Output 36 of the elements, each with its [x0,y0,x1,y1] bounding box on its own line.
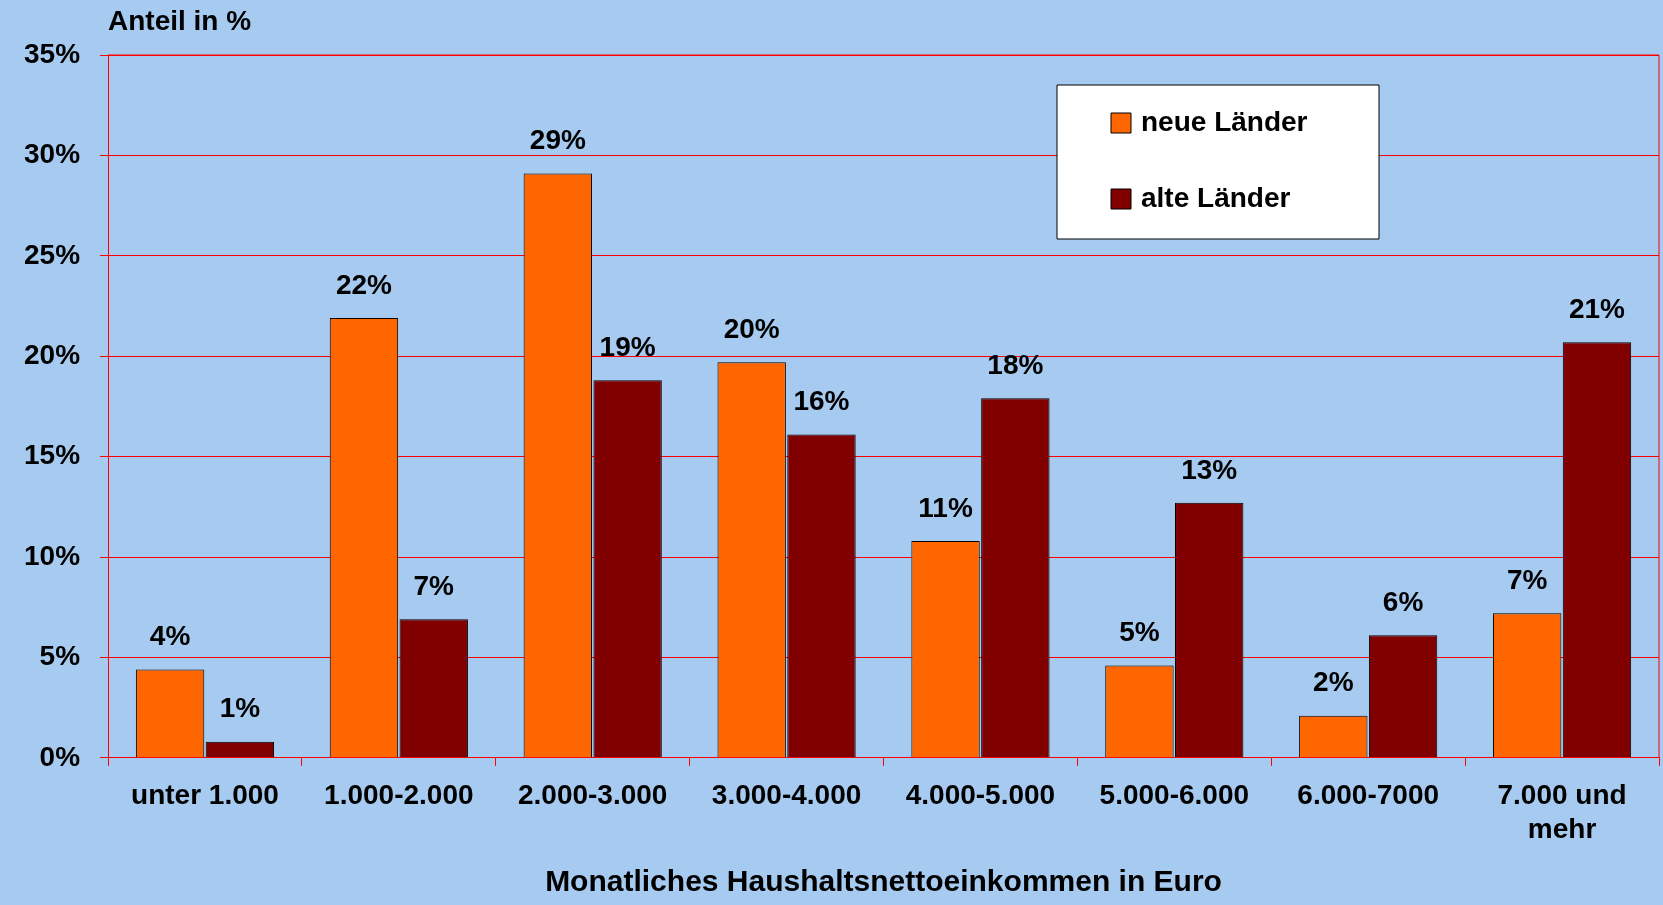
x-tick-label: 2.000-3.000 [517,779,668,811]
x-tick-label: 4.000-5.000 [905,779,1056,811]
legend-label: alte Länder [1141,181,1291,213]
y-tick-label: 10% [23,539,81,571]
data-label: 6% [1382,586,1424,618]
y-tick-label: 30% [23,138,81,170]
y-tick-label: 15% [23,439,81,471]
y-axis-title: Anteil in % [108,4,252,36]
data-label: 7% [413,569,455,601]
y-tick-label: 0% [39,740,81,772]
data-label: 7% [1506,563,1548,595]
data-label: 22% [335,268,393,300]
data-label: 2% [1313,666,1354,698]
data-label: 4% [149,620,191,652]
data-label: 11% [918,491,973,523]
data-label: 20% [723,312,780,344]
y-tick-label: 25% [23,238,81,270]
y-tick-label: 35% [23,37,81,69]
data-label: 5% [1119,616,1160,648]
data-label: 18% [987,349,1044,381]
x-tick-label: 3.000-4.000 [711,779,862,811]
legend-label: neue Länder [1141,105,1308,137]
y-tick-label: 5% [39,640,81,672]
data-label: 21% [1568,292,1626,324]
data-label: 29% [529,124,586,156]
x-axis-title: Monatliches Haushaltsnettoeinkommen in Euro [545,864,1222,898]
x-tick-label: 7.000 und mehr [1497,779,1627,844]
data-label: 1% [219,692,261,724]
data-label: 19% [599,331,656,363]
x-tick-label: 1.000-2.000 [324,779,474,811]
y-tick-label: 20% [23,338,81,370]
x-tick-label: 6.000-7000 [1297,779,1440,811]
x-tick-label: unter 1.000 [131,779,279,811]
x-tick-label: 5.000-6.000 [1099,779,1250,811]
data-label: 13% [1181,453,1238,485]
data-label: 16% [793,385,850,417]
